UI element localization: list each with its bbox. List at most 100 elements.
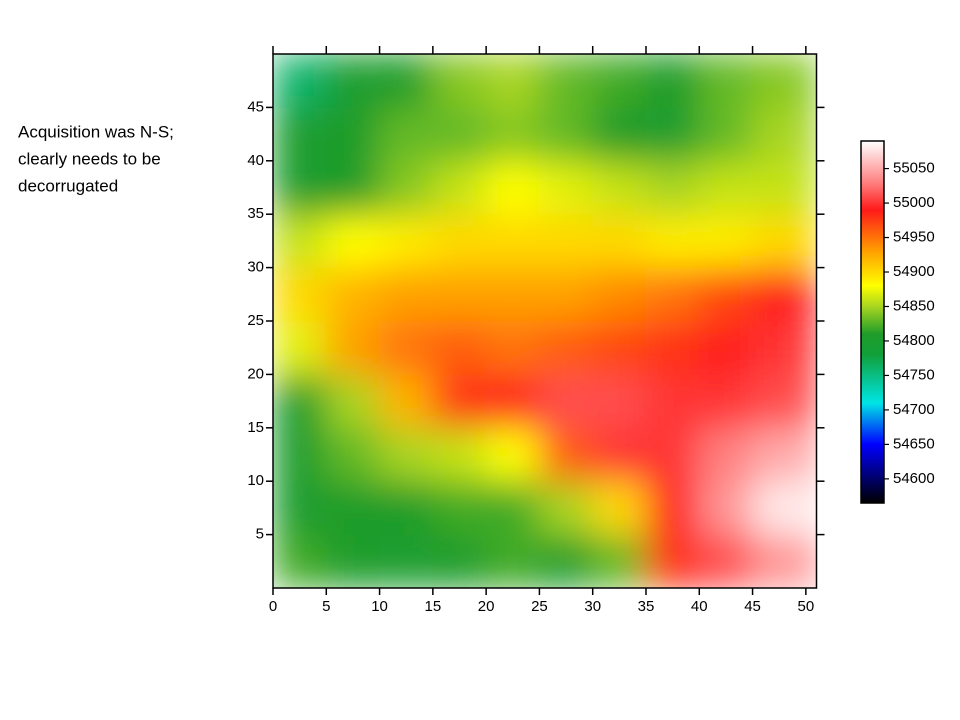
heat-cell: [592, 480, 647, 536]
heat-cell: [752, 54, 817, 108]
heat-cell: [273, 54, 327, 108]
heat-cell: [485, 54, 540, 108]
y-tick-label: 15: [247, 419, 264, 436]
heat-cell: [645, 427, 700, 482]
heat-cell: [379, 54, 434, 108]
heat-cell: [698, 320, 754, 375]
heat-cell: [698, 160, 754, 215]
heat-cell: [379, 480, 434, 536]
heat-cell: [379, 213, 434, 269]
heat-cell: [485, 267, 540, 322]
heat-cell: [273, 106, 327, 162]
y-tick-label: 20: [247, 365, 264, 382]
x-tick-label: 40: [691, 598, 708, 615]
heat-cell: [325, 213, 381, 269]
y-tick-label: 35: [247, 205, 264, 222]
heat-cell: [432, 106, 487, 162]
x-tick-label: 15: [425, 598, 442, 615]
colorbar-tick-label: 55000: [893, 194, 935, 211]
heat-cell: [485, 213, 540, 269]
heat-cell: [273, 373, 327, 429]
heat-cell: [645, 373, 700, 429]
heat-cell: [592, 106, 647, 162]
heat-cell: [485, 534, 540, 588]
heat-cell: [592, 54, 647, 108]
heat-cell: [485, 160, 540, 215]
heat-cell: [273, 320, 327, 375]
heat-cell: [645, 54, 700, 108]
x-tick-label: 50: [797, 598, 814, 615]
heat-cell: [698, 480, 754, 536]
heat-cell: [645, 267, 700, 322]
heat-cell: [379, 373, 434, 429]
heat-cell: [379, 106, 434, 162]
heat-cell: [698, 427, 754, 482]
heat-cell: [485, 427, 540, 482]
heat-cell: [538, 106, 594, 162]
heat-cell: [752, 427, 817, 482]
heat-cell: [379, 534, 434, 588]
heat-cell: [325, 427, 381, 482]
heat-cell: [325, 106, 381, 162]
heat-cell: [538, 160, 594, 215]
heat-cell: [645, 534, 700, 588]
y-tick-label: 45: [247, 98, 264, 115]
colorbar: [860, 140, 885, 504]
heat-cell: [273, 213, 327, 269]
heat-cell: [432, 160, 487, 215]
annotation: Acquisition was N-S;: [18, 122, 174, 141]
heat-cell: [538, 427, 594, 482]
heat-cell: [698, 534, 754, 588]
colorbar-tick-label: 54650: [893, 435, 935, 452]
y-tick-label: 10: [247, 472, 264, 489]
heat-cell: [698, 54, 754, 108]
colorbar-tick-label: 54750: [893, 366, 935, 383]
y-tick-label: 30: [247, 259, 264, 276]
annotation: clearly needs to be: [18, 149, 161, 168]
y-tick-label: 40: [247, 152, 264, 169]
heat-cell: [325, 534, 381, 588]
colorbar-tick-label: 55050: [893, 160, 935, 177]
heat-cell: [432, 534, 487, 588]
x-tick-label: 30: [584, 598, 601, 615]
heat-cell: [752, 213, 817, 269]
heat-cell: [538, 267, 594, 322]
heatmap-cells: [273, 54, 817, 588]
heat-cell: [485, 320, 540, 375]
heat-cell: [592, 267, 647, 322]
heat-cell: [752, 160, 817, 215]
colorbar-tick-label: 54850: [893, 297, 935, 314]
heat-cell: [273, 480, 327, 536]
x-tick-label: 0: [269, 598, 277, 615]
heat-cell: [592, 373, 647, 429]
heat-cell: [485, 106, 540, 162]
heat-cell: [273, 534, 327, 588]
heat-cell: [645, 480, 700, 536]
x-tick-label: 35: [638, 598, 655, 615]
x-tick-label: 10: [371, 598, 388, 615]
heat-cell: [752, 534, 817, 588]
heat-cell: [698, 106, 754, 162]
x-tick-label: 5: [322, 598, 330, 615]
x-tick-label: 25: [531, 598, 548, 615]
heat-cell: [273, 160, 327, 215]
heat-cell: [485, 373, 540, 429]
heat-cell: [432, 213, 487, 269]
heat-cell: [432, 373, 487, 429]
heat-cell: [273, 267, 327, 322]
colorbar-tick-label: 54600: [893, 470, 935, 487]
heat-cell: [752, 480, 817, 536]
heat-cell: [432, 54, 487, 108]
colorbar-tick-label: 54700: [893, 401, 935, 418]
heat-cell: [645, 160, 700, 215]
heat-cell: [325, 160, 381, 215]
heat-cell: [698, 213, 754, 269]
heat-cell: [379, 320, 434, 375]
heat-cell: [538, 534, 594, 588]
heat-cell: [645, 213, 700, 269]
heat-cell: [592, 320, 647, 375]
heat-cell: [379, 427, 434, 482]
heat-cell: [698, 267, 754, 322]
